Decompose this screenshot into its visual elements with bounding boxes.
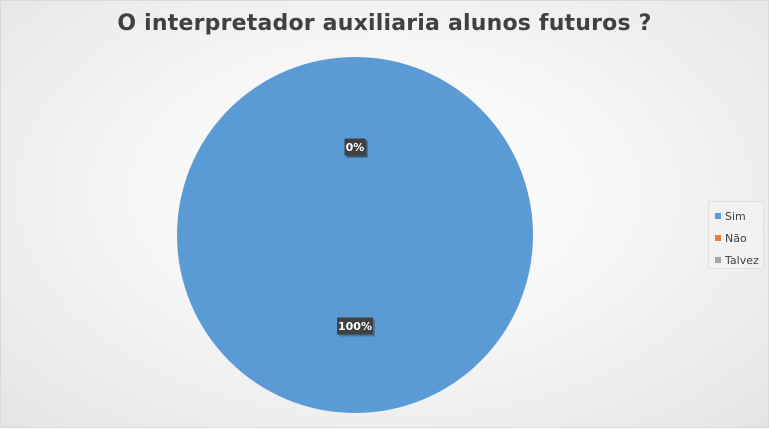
legend: Sim Não Talvez	[708, 201, 764, 269]
chart-title: O interpretador auxiliaria alunos futuro…	[117, 11, 652, 36]
legend-entry-sim: Sim	[715, 205, 763, 227]
legend-entry-talvez: Talvez	[715, 249, 763, 271]
svg-text:0%: 0%	[346, 141, 365, 154]
legend-entry-nao: Não	[715, 227, 763, 249]
legend-label-talvez: Talvez	[725, 253, 759, 267]
pie-slice-sim	[177, 57, 533, 413]
legend-swatch-nao	[715, 235, 721, 241]
data-label-talvez: 0%	[344, 138, 368, 158]
legend-swatch-talvez	[715, 257, 721, 263]
data-label-sim: 100%	[337, 317, 375, 337]
svg-text:100%: 100%	[338, 320, 372, 333]
legend-label-sim: Sim	[725, 209, 746, 223]
legend-swatch-sim	[715, 213, 721, 219]
legend-label-nao: Não	[725, 231, 747, 245]
